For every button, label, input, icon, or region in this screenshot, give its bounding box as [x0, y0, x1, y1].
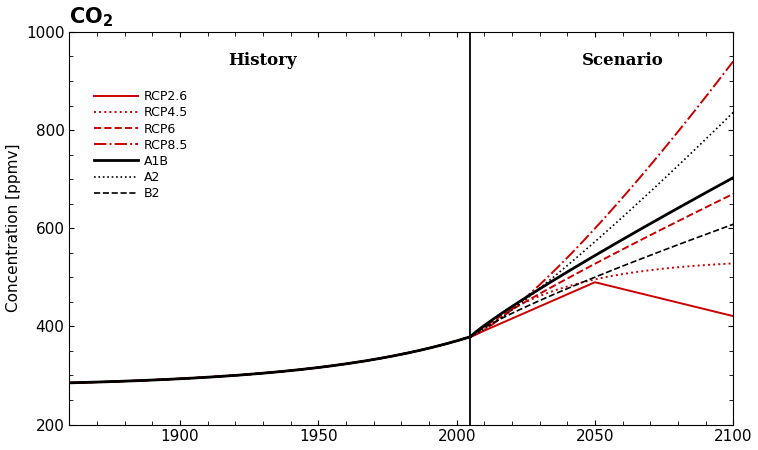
- Text: $\mathbf{CO_2}$: $\mathbf{CO_2}$: [70, 5, 114, 29]
- Y-axis label: Concentration [ppmv]: Concentration [ppmv]: [5, 144, 20, 312]
- Legend: RCP2.6, RCP4.5, RCP6, RCP8.5, A1B, A2, B2: RCP2.6, RCP4.5, RCP6, RCP8.5, A1B, A2, B…: [89, 85, 193, 205]
- Text: Scenario: Scenario: [581, 51, 663, 68]
- Text: History: History: [229, 51, 297, 68]
